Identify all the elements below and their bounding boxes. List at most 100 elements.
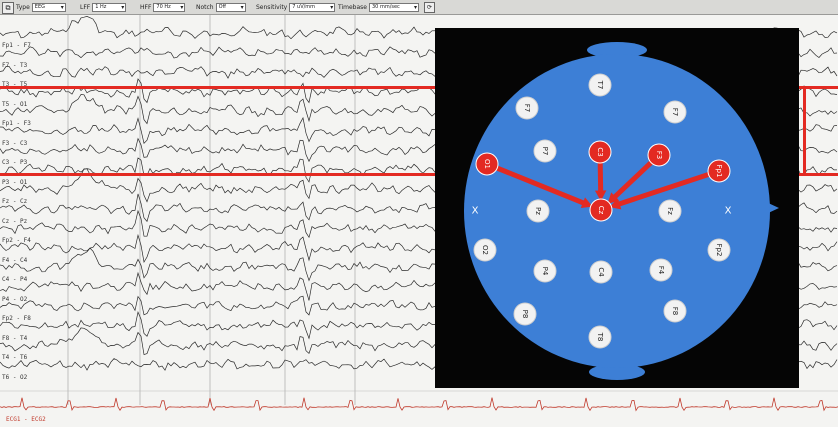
electrode-fp2[interactable]: Fp2	[707, 238, 731, 262]
channel-label-8: Fz - Cz	[2, 198, 28, 205]
electrode-p8[interactable]: P8	[513, 302, 537, 326]
electrode-c4[interactable]: C4	[589, 260, 613, 284]
electrode-label: Cz	[597, 206, 605, 215]
electrode-f7[interactable]: F7	[515, 96, 539, 120]
channel-label-13: P4 - O2	[2, 295, 28, 303]
channel-label-5: F3 - C3	[2, 139, 28, 147]
electrode-f7b[interactable]: F7	[663, 100, 687, 124]
highlight-line-0	[0, 86, 838, 89]
electrode-dot	[588, 325, 612, 349]
timebase-control: Timebase 30 mm/sec ▾	[338, 2, 419, 12]
channel-label-10: Fp2 - F4	[2, 237, 31, 244]
channel-label-7: P3 - O1	[2, 178, 28, 186]
chevron-down-icon: ▾	[60, 3, 64, 11]
head-nose	[587, 42, 647, 58]
electrode-t8[interactable]: T8	[588, 325, 612, 349]
ecg-channel-label: ECG1 - ECG2	[6, 416, 46, 423]
electrode-label: F7	[523, 104, 531, 112]
electrode-f3[interactable]: F3	[647, 143, 671, 167]
electrode-label: P8	[521, 310, 529, 319]
electrode-label: T8	[596, 332, 604, 342]
electrode-dot	[663, 299, 687, 323]
channel-label-1: F7 - T3	[2, 61, 28, 69]
ecg-trace	[0, 397, 838, 412]
channel-label-4: Fp1 - F3	[2, 120, 31, 127]
electrode-dot	[513, 302, 537, 326]
chevron-down-icon: ▾	[240, 3, 244, 11]
ground-mark-1: X	[725, 206, 732, 217]
head-back	[589, 364, 645, 380]
sensitivity-label: Sensitivity	[256, 3, 288, 11]
notch-select[interactable]: Off ▾	[215, 2, 246, 12]
electrode-label: Pz	[534, 207, 542, 215]
electrode-label: F8	[671, 307, 679, 315]
electrode-o2[interactable]: O2	[473, 238, 497, 262]
notch-label: Notch	[196, 3, 214, 11]
channel-label-11: F4 - C4	[2, 256, 28, 264]
notch-control: Notch Off ▾	[196, 2, 246, 12]
refresh-icon[interactable]: ⟳	[424, 2, 435, 13]
arrowhead-c3	[594, 190, 607, 202]
channel-label-16: T4 - T6	[2, 354, 28, 361]
electrode-label: F7	[671, 108, 679, 116]
electrode-dot	[589, 260, 613, 284]
channel-label-9: Cz - Pz	[2, 217, 28, 225]
electrode-dot	[515, 96, 539, 120]
electrode-c3[interactable]: C3	[588, 140, 612, 164]
channel-label-17: T6 - O2	[2, 373, 28, 381]
ground-mark-0: X	[472, 206, 479, 217]
electrode-dot	[649, 258, 673, 282]
channel-label-14: Fp2 - F8	[2, 315, 31, 322]
arrowhead-fp1	[609, 198, 622, 210]
electrode-fp1[interactable]: Fp1	[707, 159, 731, 183]
electrode-label: F3	[655, 151, 663, 159]
electrode-dot	[589, 198, 613, 222]
electrode-dot	[707, 238, 731, 262]
electrode-fz[interactable]: Fz	[658, 199, 682, 223]
timebase-select[interactable]: 30 mm/sec ▾	[369, 2, 419, 12]
head-scalp	[464, 54, 770, 368]
electrode-dot	[475, 152, 499, 176]
electrode-o1[interactable]: O1	[475, 152, 499, 176]
channel-label-2: T3 - T5	[2, 81, 28, 88]
electrode-pz[interactable]: Pz	[526, 199, 550, 223]
electrode-t7[interactable]: T7	[588, 73, 612, 97]
electrode-label: Fz	[666, 207, 674, 215]
electrode-dot	[526, 199, 550, 223]
electrode-label: Fp2	[715, 244, 723, 257]
hff-label: HFF	[140, 3, 152, 11]
derivation-arrow-o1	[486, 161, 589, 208]
sensitivity-control: Sensitivity 7 uV/mm ▾	[256, 2, 336, 12]
arrowhead-o1	[580, 197, 593, 209]
channel-label-15: F8 - T4	[2, 334, 28, 342]
hff-select[interactable]: 70 Hz ▾	[153, 2, 186, 12]
lff-label: LFF	[80, 3, 91, 11]
highlight-line-right	[803, 88, 806, 174]
type-select[interactable]: EEG ▾	[31, 2, 66, 12]
electrode-f8[interactable]: F8	[663, 299, 687, 323]
derivation-arrow-fp1	[613, 168, 720, 208]
electrode-label: P7	[541, 147, 549, 156]
electrode-label: C4	[597, 267, 605, 277]
sensitivity-select[interactable]: 7 uV/mm ▾	[289, 2, 336, 12]
lff-select[interactable]: 1 Hz ▾	[92, 2, 127, 12]
electrode-label: O1	[483, 159, 491, 169]
timebase-label: Timebase	[338, 3, 367, 11]
electrode-dot	[647, 143, 671, 167]
electrode-dot	[663, 100, 687, 124]
electrode-p7[interactable]: P7	[533, 139, 557, 163]
hff-control: HFF 70 Hz ▾	[140, 2, 186, 12]
electrode-dot	[707, 159, 731, 183]
electrode-dot	[533, 139, 557, 163]
electrode-f4[interactable]: F4	[649, 258, 673, 282]
electrode-label: F4	[657, 266, 665, 275]
electrode-p4[interactable]: P4	[533, 259, 557, 283]
electrode-label: C3	[596, 147, 604, 156]
type-control: Type EEG ▾	[16, 2, 66, 12]
montage-icon[interactable]: ⧉	[2, 2, 14, 14]
channel-label-12: C4 - P4	[2, 276, 28, 283]
electrode-label: Fp1	[715, 165, 723, 178]
electrode-cz[interactable]: Cz	[589, 198, 613, 222]
electrode-dot	[658, 199, 682, 223]
electrode-dot	[588, 73, 612, 97]
